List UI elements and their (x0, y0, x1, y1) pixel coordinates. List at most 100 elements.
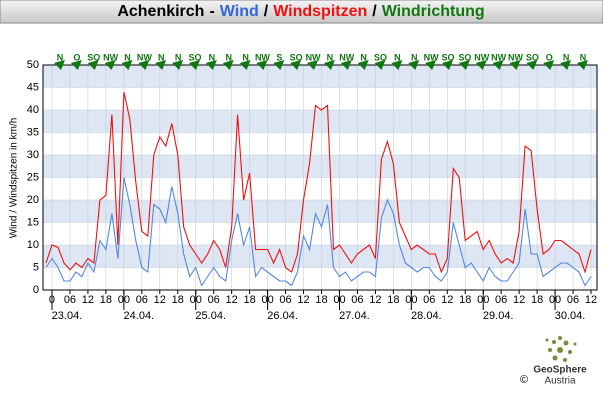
chart-title: Achenkirch - Wind / Windspitzen / Windrichtung (117, 3, 484, 20)
direction-label: SO (374, 52, 387, 62)
direction-flag (492, 60, 504, 70)
direction-label: NW (508, 52, 523, 62)
date-label: 27.04. (339, 310, 370, 322)
y-tick-label: 25 (27, 171, 39, 183)
x-tick-label: 12 (82, 294, 94, 306)
x-tick-label: 06 (567, 294, 579, 306)
x-tick-label: 06 (279, 294, 291, 306)
direction-label: N (124, 52, 131, 62)
direction-flag (188, 60, 200, 70)
grid-band (43, 155, 597, 178)
x-tick-label: 12 (369, 294, 381, 306)
y-tick-label: 5 (33, 261, 39, 273)
direction-label: NW (137, 52, 152, 62)
x-tick-label: 06 (351, 294, 363, 306)
direction-label: N (563, 52, 570, 62)
direction-flag (290, 60, 302, 70)
direction-flag (273, 60, 285, 70)
y-axis-label: Wind / Windspitzen in km/h (9, 118, 20, 239)
x-tick-label: 18 (459, 294, 471, 306)
grid-band (43, 110, 597, 133)
direction-label: N (327, 52, 334, 62)
grid-band (43, 65, 597, 88)
direction-flag (560, 60, 572, 70)
logo-icon (545, 336, 577, 362)
direction-label: SO (442, 52, 455, 62)
x-tick-label: 12 (513, 294, 525, 306)
date-label: 30.04. (555, 310, 586, 322)
y-tick-label: 40 (27, 104, 39, 116)
direction-label: SO (526, 52, 539, 62)
direction-flag (475, 60, 487, 70)
direction-label: NW (306, 52, 321, 62)
direction-flag (340, 60, 352, 70)
direction-flag (70, 60, 82, 70)
y-tick-label: 50 (27, 59, 39, 71)
direction-flag (307, 60, 319, 70)
direction-flag (205, 60, 217, 70)
x-tick-label: 06 (495, 294, 507, 306)
x-tick-label: 18 (100, 294, 112, 306)
y-tick-label: 45 (27, 81, 39, 93)
direction-label: SO (188, 52, 201, 62)
direction-flag (442, 60, 454, 70)
direction-flag (526, 60, 538, 70)
series-line (45, 91, 592, 274)
direction-label: NW (103, 52, 118, 62)
direction-label: O (73, 52, 80, 62)
direction-flag (54, 60, 65, 70)
direction-flag (121, 60, 133, 70)
direction-label: NW (424, 52, 439, 62)
y-tick-label: 0 (33, 284, 39, 296)
direction-flag (138, 60, 150, 70)
direction-flag (408, 60, 420, 70)
date-label: 23.04. (52, 310, 83, 322)
date-label: 28.04. (411, 310, 442, 322)
direction-flag (577, 60, 588, 70)
date-label: 25.04. (195, 310, 226, 322)
logo: GeoSphere Austria © (520, 336, 587, 387)
x-tick-label: 12 (441, 294, 453, 306)
direction-label: N (57, 52, 64, 62)
x-tick-label: 06 (423, 294, 435, 306)
title-part: - (209, 3, 214, 20)
series-line (45, 177, 592, 287)
direction-flag (425, 60, 437, 70)
direction-label: SO (290, 52, 303, 62)
direction-flag (543, 60, 555, 70)
direction-flag (458, 60, 470, 70)
x-tick-label: 18 (531, 294, 543, 306)
direction-label: N (209, 52, 216, 62)
direction-label: NW (339, 52, 354, 62)
x-tick-label: 12 (154, 294, 166, 306)
direction-flag (374, 60, 386, 70)
direction-label: N (360, 52, 367, 62)
x-tick-label: 12 (226, 294, 238, 306)
x-tick-label: 12 (585, 294, 597, 306)
direction-label: N (394, 52, 401, 62)
direction-flag (87, 60, 99, 70)
title-part: Windrichtung (382, 3, 485, 20)
title-part: / (264, 3, 269, 20)
y-tick-label: 15 (27, 216, 39, 228)
y-tick-label: 35 (27, 126, 39, 138)
title-bar (0, 0, 603, 24)
x-tick-label: 18 (387, 294, 399, 306)
direction-label: N (158, 52, 165, 62)
x-tick-label: 06 (136, 294, 148, 306)
plot-frame (42, 64, 598, 291)
x-tick-label: 12 (297, 294, 309, 306)
x-tick-label: 18 (244, 294, 256, 306)
copyright: © (520, 374, 528, 386)
grid-band (43, 245, 597, 268)
direction-label: N (242, 52, 249, 62)
x-tick-label: 18 (315, 294, 327, 306)
direction-flag (104, 60, 116, 70)
direction-label: N (175, 52, 182, 62)
title-part: Wind (220, 3, 259, 20)
title-part: / (372, 3, 377, 20)
logo-sub: Austria (544, 376, 576, 387)
date-label: 26.04. (267, 310, 298, 322)
direction-flag (509, 60, 521, 70)
y-tick-label: 10 (27, 239, 39, 251)
